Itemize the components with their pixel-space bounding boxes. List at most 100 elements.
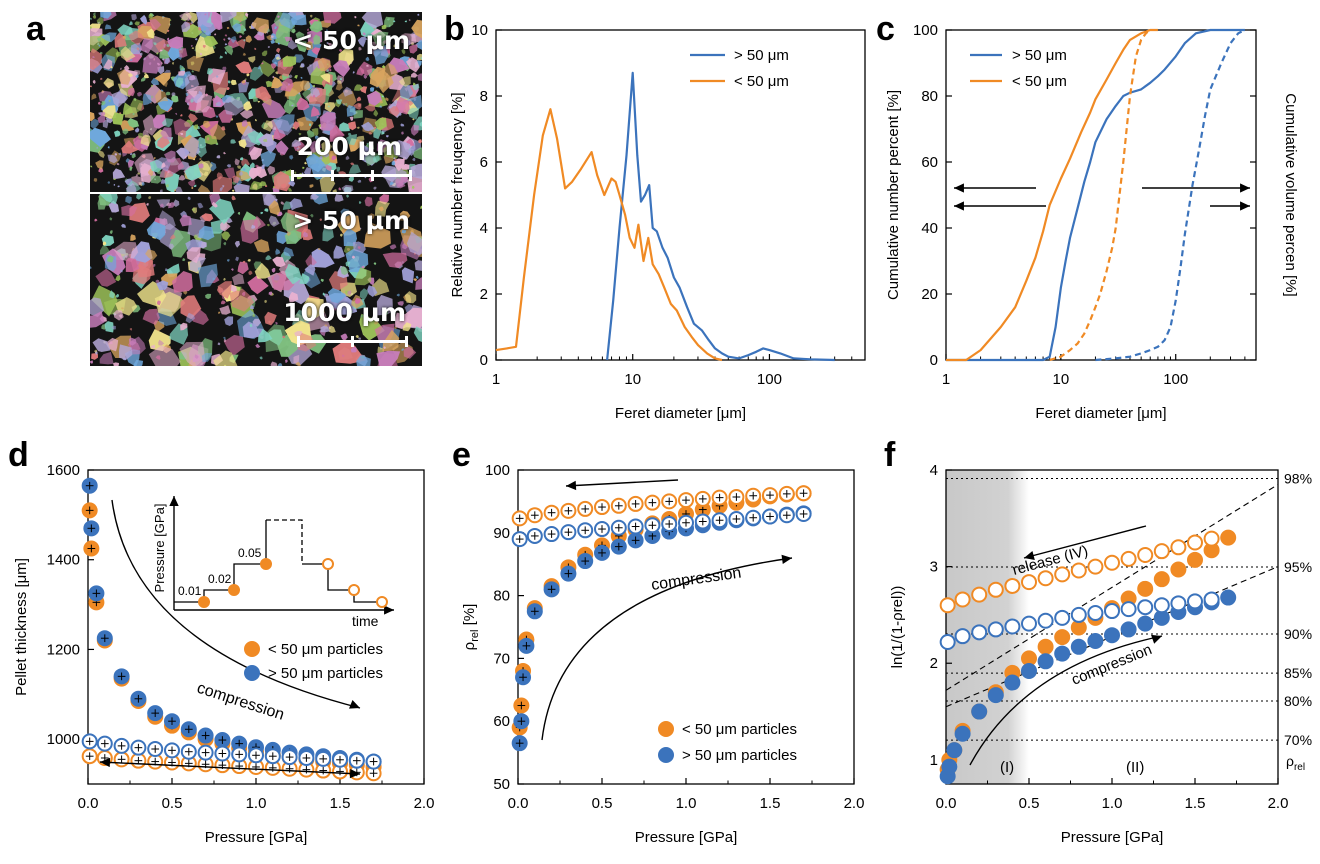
particle <box>224 167 236 180</box>
particle <box>130 234 136 241</box>
particle <box>268 291 273 296</box>
open-marker <box>365 765 382 782</box>
particle <box>237 165 241 169</box>
open-marker <box>130 739 147 756</box>
particle <box>90 85 92 88</box>
filled-marker <box>81 502 98 519</box>
particle <box>285 263 302 285</box>
particle <box>99 194 118 205</box>
filled-marker <box>946 742 963 759</box>
open-marker <box>728 510 745 527</box>
particle <box>160 127 172 141</box>
particle <box>175 112 178 116</box>
particle <box>353 102 362 110</box>
open-marker <box>661 516 678 533</box>
particle <box>204 13 207 16</box>
particle <box>161 162 166 169</box>
particle <box>237 261 249 275</box>
release-arrow <box>99 761 361 775</box>
open-marker <box>627 518 644 535</box>
filled-marker <box>113 668 130 685</box>
particle <box>97 150 105 159</box>
open-marker <box>1137 547 1154 564</box>
particle <box>120 46 136 62</box>
particle <box>216 155 221 159</box>
particle <box>184 163 202 181</box>
particle <box>389 244 397 250</box>
particle <box>136 194 142 200</box>
particle <box>292 121 300 130</box>
particle <box>403 346 417 359</box>
x-tick-label: 100 <box>757 371 782 388</box>
particle <box>420 205 422 209</box>
filled-marker <box>1054 629 1071 646</box>
particle <box>197 263 218 288</box>
particle <box>243 28 247 31</box>
particle <box>108 100 111 102</box>
filled-marker <box>1037 638 1054 655</box>
x-tick-label: 1.0 <box>1102 795 1123 812</box>
particle <box>357 337 361 340</box>
particle <box>305 153 326 173</box>
particle <box>289 74 293 79</box>
open-marker <box>1120 601 1137 618</box>
scalebar-label: 1000 μm <box>283 298 406 327</box>
particle <box>283 246 294 257</box>
legend-label: < 50 μm <box>734 73 789 90</box>
filled-marker <box>81 477 98 494</box>
particle <box>316 115 319 118</box>
filled-marker <box>228 584 240 596</box>
open-marker <box>315 750 332 767</box>
particle <box>111 325 116 330</box>
particle <box>90 165 93 168</box>
filled-marker <box>88 585 105 602</box>
particle <box>280 201 285 205</box>
arrowhead <box>954 183 964 193</box>
x-tick-label: 0.0 <box>78 795 99 812</box>
particle <box>411 185 415 189</box>
particle <box>243 101 253 111</box>
particle <box>247 258 251 262</box>
particle <box>304 167 312 176</box>
particle <box>181 21 191 33</box>
particle <box>160 179 166 184</box>
particle <box>179 214 192 227</box>
particle <box>364 196 373 207</box>
x-tick-label: 0.0 <box>936 795 957 812</box>
particle <box>337 89 357 109</box>
particle <box>100 12 112 19</box>
x-tick-label: 2.0 <box>1268 795 1289 812</box>
particle <box>312 84 315 88</box>
open-marker <box>1087 604 1104 621</box>
particle <box>110 66 113 69</box>
filled-marker <box>577 553 594 570</box>
particle <box>179 12 192 21</box>
particle <box>247 275 269 295</box>
particle <box>117 185 120 188</box>
particle <box>144 72 147 75</box>
particle <box>264 208 269 212</box>
particle <box>267 223 270 227</box>
particle <box>319 111 336 131</box>
particle <box>148 13 153 19</box>
particle <box>247 130 264 146</box>
particle <box>402 322 412 332</box>
particle <box>288 187 293 192</box>
particle <box>127 159 135 168</box>
particle <box>91 93 97 100</box>
particle <box>195 93 213 114</box>
particle <box>324 102 336 113</box>
particle <box>259 181 267 187</box>
x-tick-label: 0.5 <box>592 795 613 812</box>
particle <box>367 285 378 297</box>
open-marker <box>795 505 812 522</box>
particle <box>255 166 268 179</box>
particle <box>220 220 231 232</box>
legend-label: > 50 μm particles <box>268 665 383 682</box>
particle <box>420 57 422 60</box>
particle <box>237 211 241 215</box>
particle <box>353 110 363 119</box>
particle <box>394 158 397 162</box>
particle <box>300 63 305 68</box>
particle <box>221 185 225 188</box>
